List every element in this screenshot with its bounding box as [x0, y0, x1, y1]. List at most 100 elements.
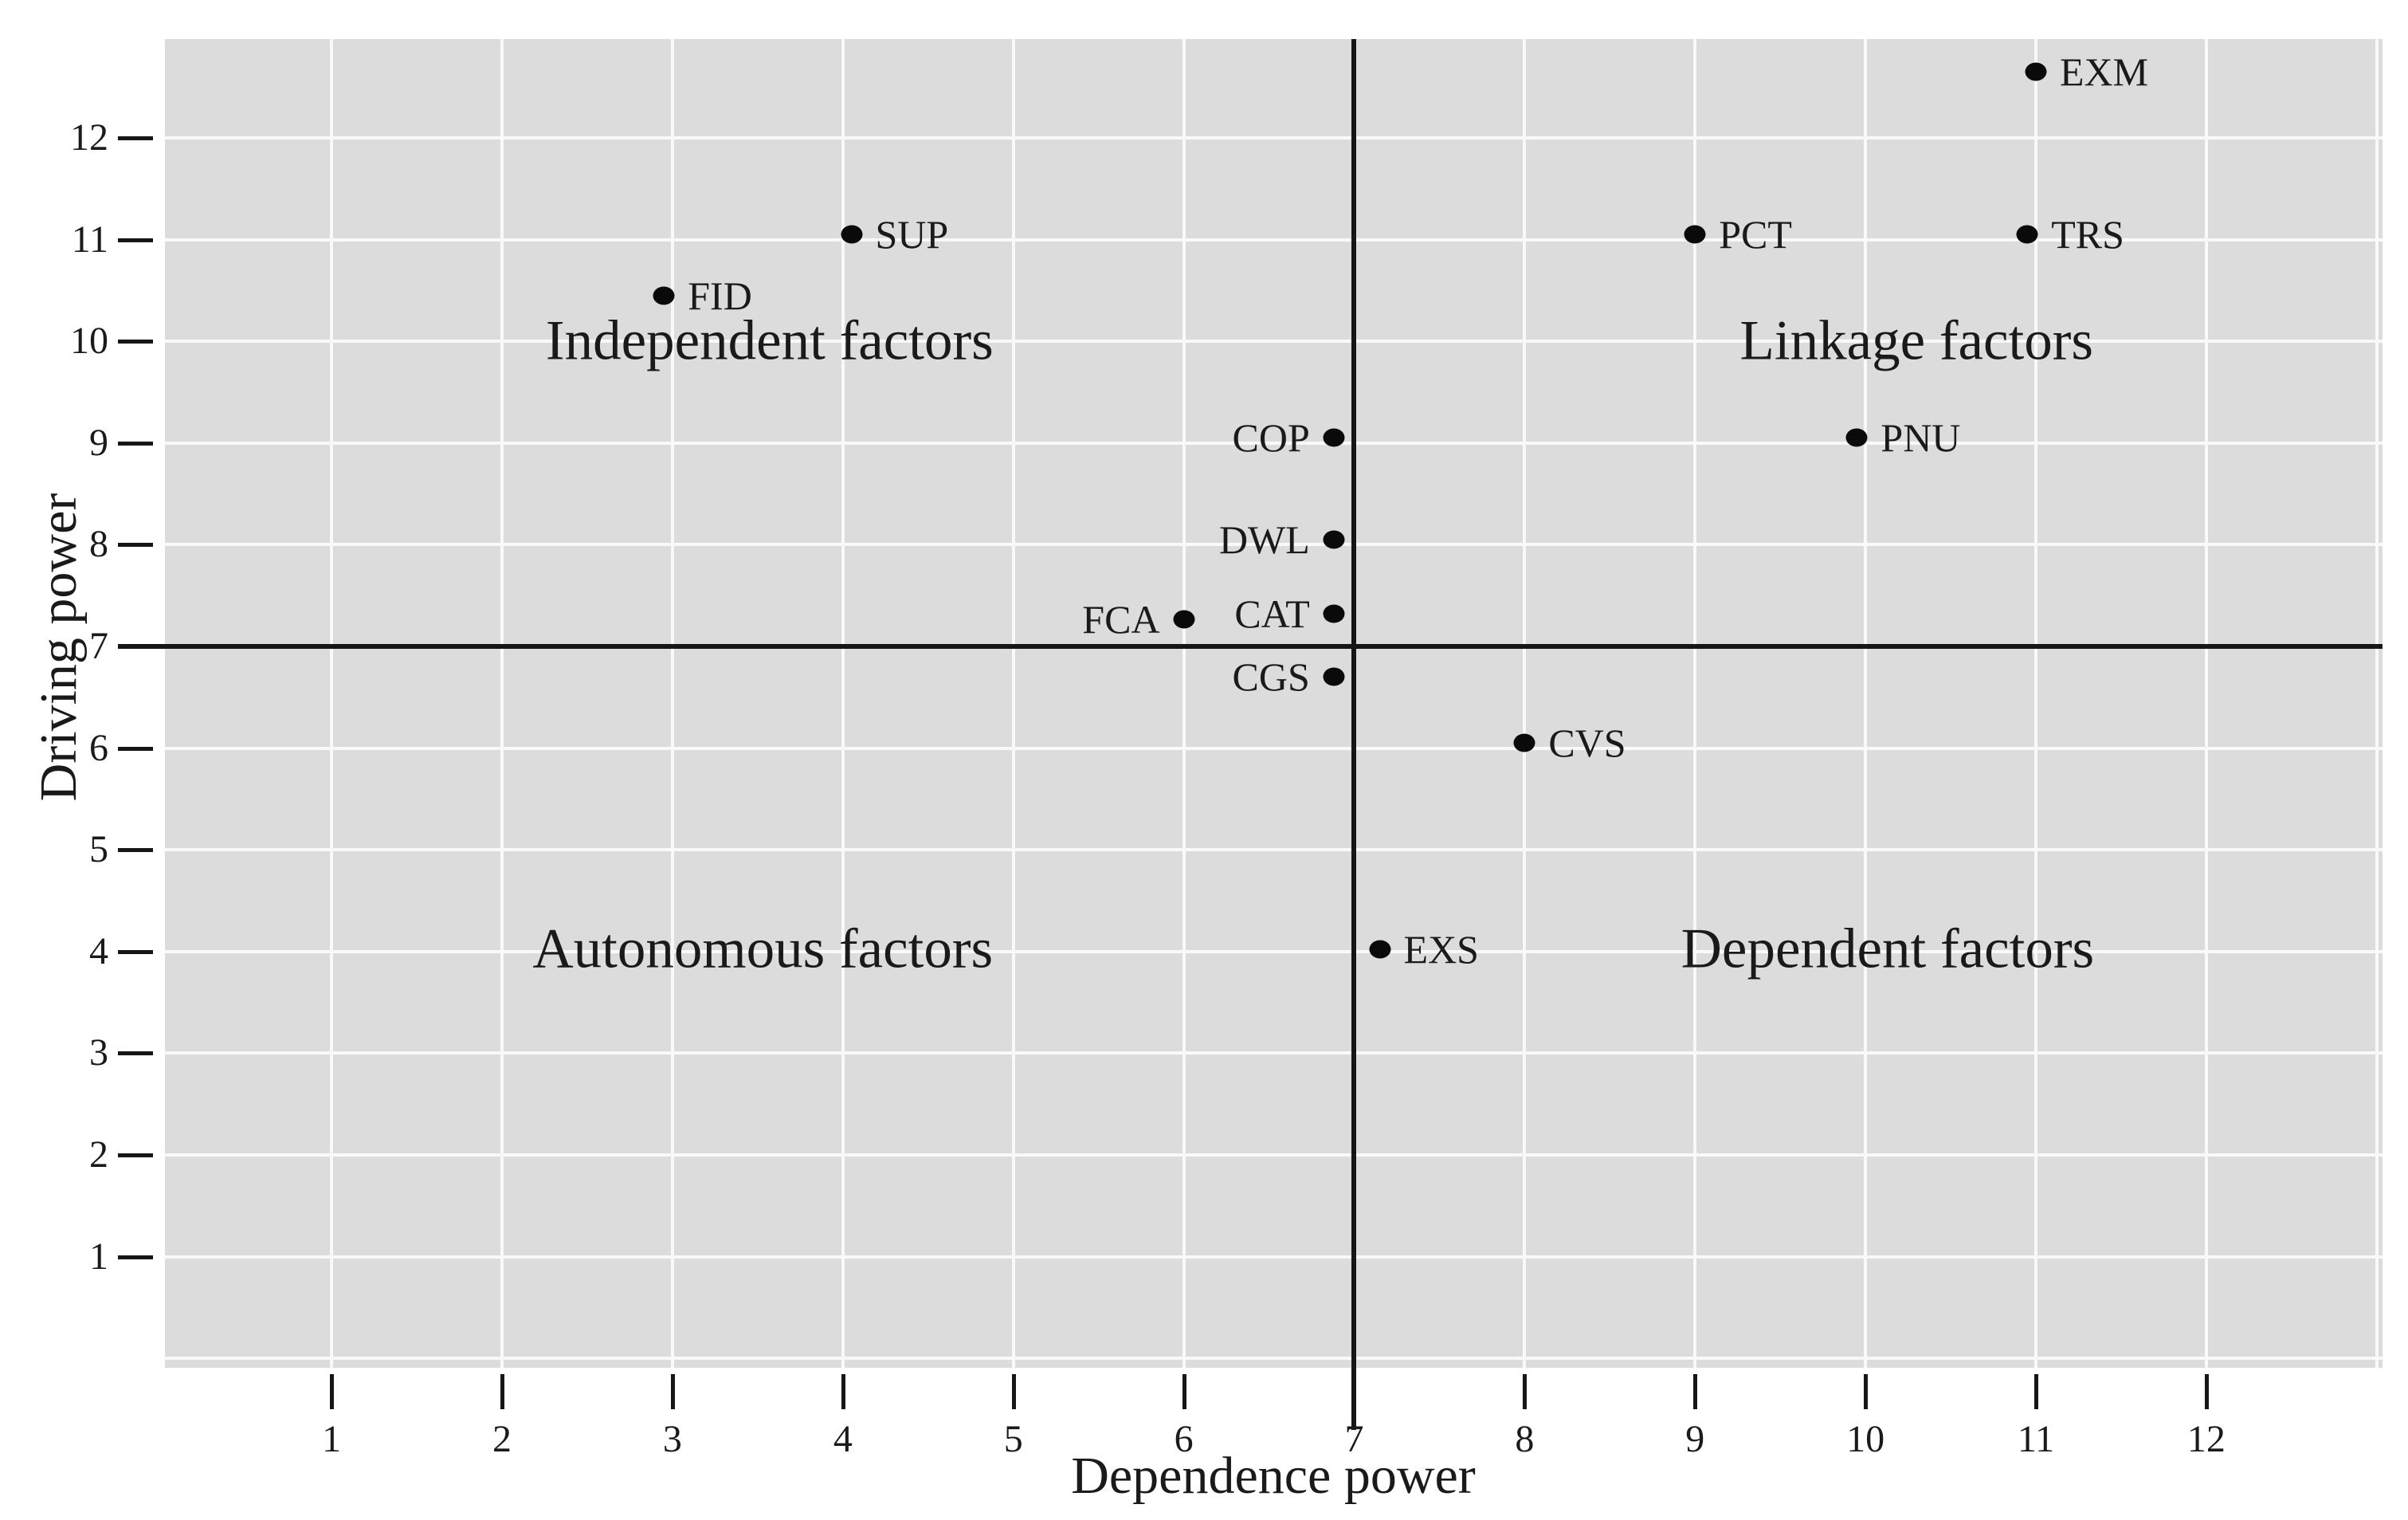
data-point-dot-cop [1323, 428, 1345, 447]
plot-area [165, 39, 2383, 1368]
y-tick-5 [118, 848, 153, 853]
x-tick-10 [1864, 1374, 1869, 1409]
gridline-x-2 [500, 39, 504, 1368]
gridline-y-0 [165, 1357, 2383, 1361]
gridline-y-8 [165, 543, 2383, 547]
y-tick-label-4: 4 [89, 929, 108, 972]
y-tick-label-2: 2 [89, 1133, 108, 1176]
gridline-y-2 [165, 1153, 2383, 1157]
data-point-label-cop: COP [1232, 415, 1310, 461]
gridline-y-6 [165, 746, 2383, 750]
y-tick-label-5: 5 [89, 828, 108, 871]
x-tick-6 [1182, 1374, 1186, 1409]
x-tick-label-9: 9 [1685, 1418, 1705, 1460]
y-tick-label-10: 10 [70, 320, 108, 363]
data-point-label-cgs: CGS [1232, 654, 1310, 700]
x-tick-label-6: 6 [1174, 1418, 1194, 1460]
quadrant-label-linkage-factors: Linkage factors [1739, 309, 2094, 372]
data-point-label-sup: SUP [875, 212, 949, 257]
gridline-y-9 [165, 441, 2383, 445]
y-tick-label-8: 8 [89, 523, 108, 566]
x-tick-2 [500, 1374, 505, 1409]
data-point-dot-cgs [1323, 667, 1345, 686]
y-tick-label-12: 12 [70, 116, 108, 159]
gridline-x-10 [1864, 39, 1868, 1368]
data-point-dot-exm [2025, 62, 2047, 81]
gridline-y-3 [165, 1051, 2383, 1055]
y-tick-label-3: 3 [89, 1031, 108, 1074]
gridline-y-4 [165, 949, 2383, 953]
data-point-label-pct: PCT [1719, 212, 1792, 257]
y-tick-label-1: 1 [89, 1235, 108, 1278]
x-tick-label-3: 3 [662, 1418, 682, 1460]
y-tick-2 [118, 1153, 153, 1157]
gridline-x-9 [1693, 39, 1697, 1368]
y-tick-label-7: 7 [89, 624, 108, 667]
y-tick-11 [118, 238, 153, 242]
quadrant-label-dependent-factors: Dependent factors [1681, 917, 2095, 980]
data-point-label-exm: EXM [2059, 49, 2149, 95]
y-tick-3 [118, 1051, 153, 1056]
x-tick-label-12: 12 [2186, 1418, 2226, 1460]
y-tick-12 [118, 136, 153, 141]
data-point-label-cat: CAT [1234, 591, 1310, 637]
x-tick-9 [1693, 1374, 1698, 1409]
data-point-label-trs: TRS [2051, 212, 2124, 257]
y-tick-10 [118, 340, 153, 344]
data-point-dot-sup [841, 225, 862, 244]
x-tick-label-11: 11 [2017, 1418, 2055, 1460]
x-tick-label-10: 10 [1846, 1418, 1885, 1460]
quadrant-divider-vertical [1351, 39, 1357, 1430]
gridline-x-11 [2033, 39, 2037, 1368]
data-point-label-fca: FCA [1082, 596, 1160, 642]
y-tick-8 [118, 543, 153, 548]
gridline-x-8 [1523, 39, 1527, 1368]
data-point-label-pnu: PNU [1881, 415, 1961, 461]
gridline-y-12 [165, 136, 2383, 140]
quadrant-label-autonomous-factors: Autonomous factors [532, 917, 994, 980]
data-point-dot-cvs [1513, 733, 1535, 752]
x-tick-label-2: 2 [492, 1418, 512, 1460]
gridline-x-12 [2204, 39, 2208, 1368]
y-tick-label-11: 11 [71, 218, 108, 261]
y-tick-label-6: 6 [89, 726, 108, 769]
gridline-x-3 [670, 39, 674, 1368]
data-point-label-cvs: CVS [1548, 721, 1626, 766]
data-point-dot-exs [1369, 940, 1391, 959]
gridline-y-11 [165, 238, 2383, 242]
data-point-label-dwl: DWL [1218, 517, 1310, 562]
gridline-x-1 [330, 39, 334, 1368]
x-tick-12 [2204, 1374, 2209, 1409]
x-tick-label-8: 8 [1515, 1418, 1535, 1460]
data-point-label-fid: FID [688, 273, 752, 318]
gridline-y-10 [165, 340, 2383, 344]
x-tick-label-4: 4 [833, 1418, 853, 1460]
quadrant-label-independent-factors: Independent factors [545, 309, 994, 372]
gridline-y-5 [165, 848, 2383, 852]
y-tick-9 [118, 441, 153, 446]
x-tick-label-5: 5 [1003, 1418, 1023, 1460]
gridline-x-5 [1011, 39, 1015, 1368]
quadrant-divider-horizontal [118, 643, 2383, 649]
y-tick-6 [118, 746, 153, 751]
x-tick-5 [1011, 1374, 1016, 1409]
x-tick-11 [2033, 1374, 2038, 1409]
y-tick-label-9: 9 [89, 421, 108, 464]
data-point-dot-fid [653, 286, 675, 305]
gridline-x-4 [841, 39, 845, 1368]
data-point-dot-fca [1173, 610, 1195, 629]
x-tick-1 [330, 1374, 335, 1409]
data-point-dot-trs [2016, 225, 2038, 244]
x-tick-label-7: 7 [1344, 1418, 1364, 1460]
y-tick-1 [118, 1255, 153, 1259]
x-tick-3 [670, 1374, 675, 1409]
x-tick-label-1: 1 [322, 1418, 342, 1460]
gridline-y-1 [165, 1255, 2383, 1259]
data-point-dot-cat [1323, 604, 1345, 623]
gridline-x-6 [1182, 39, 1186, 1368]
data-point-dot-dwl [1323, 530, 1345, 549]
y-tick-4 [118, 949, 153, 954]
gridline-x-13 [2375, 39, 2379, 1368]
x-axis-title: Dependence power [1071, 1447, 1476, 1505]
